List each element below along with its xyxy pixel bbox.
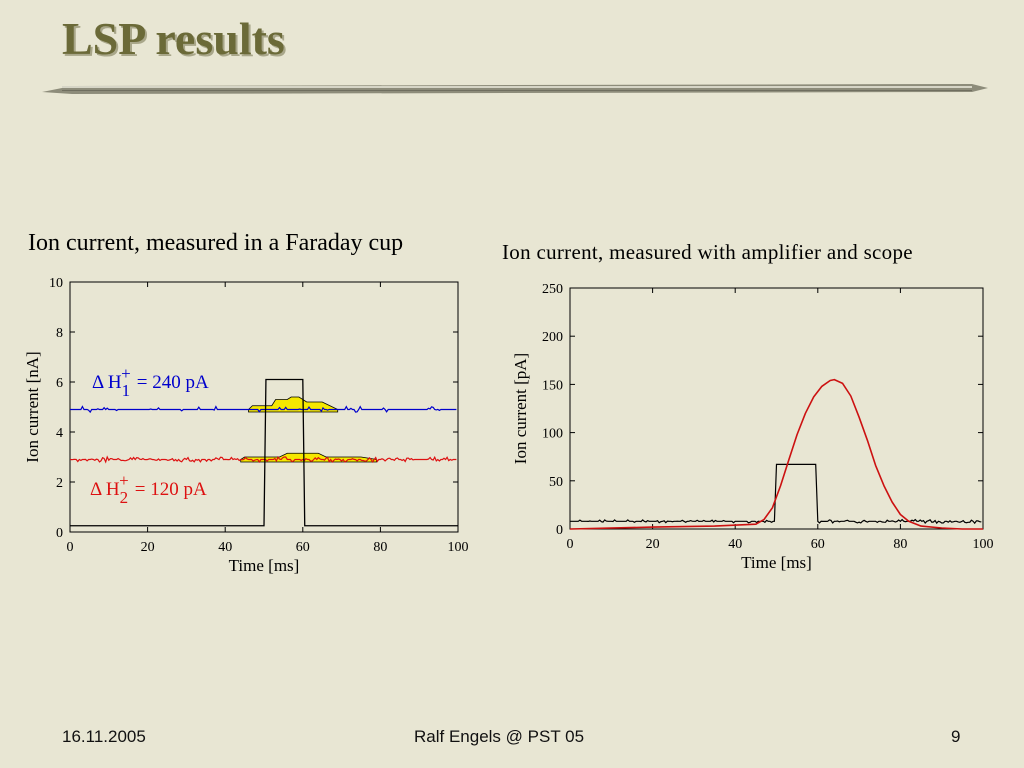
series-line-h1 [70, 405, 457, 414]
y-tick-label: 2 [56, 476, 63, 491]
y-tick-label: 100 [542, 427, 563, 442]
footer-date: 16.11.2005 [62, 727, 146, 746]
x-tick-label: 100 [973, 537, 994, 552]
chart-faraday-cup-plot: 0 20 40 60 80 100 0 2 4 6 8 10 Time [ms] Ion current … [23, 276, 469, 575]
x-tick-label: 60 [296, 540, 310, 555]
y-tick-label: 200 [542, 330, 563, 345]
series-line-signal [569, 378, 983, 530]
x-axis-label: Time [ms] [229, 556, 300, 575]
y-axis-label: Ion current [nA] [23, 351, 42, 462]
x-tick-label: 20 [646, 537, 660, 552]
annotation-text: Δ H2+ = 120 pA [90, 471, 207, 507]
x-tick-label: 0 [67, 540, 74, 555]
y-tick-label: 0 [556, 523, 563, 538]
y-tick-label: 10 [49, 276, 63, 291]
annotation-h1: Δ H1+ = 240 pA [92, 364, 209, 400]
plot-frame [569, 287, 984, 530]
x-tick-label: 80 [373, 540, 387, 555]
series-line-gate [70, 378, 458, 527]
y-tick-label: 50 [549, 475, 563, 490]
plot-frame [69, 281, 459, 533]
x-tick-label: 40 [218, 540, 232, 555]
x-axis-label: Time [ms] [741, 553, 812, 572]
y-tick-label: 150 [542, 378, 563, 393]
x-tick-label: 40 [728, 537, 742, 552]
series-line-h2 [69, 455, 457, 464]
y-tick-label: 0 [56, 526, 63, 541]
title-divider [42, 84, 988, 94]
y-tick-label: 4 [56, 426, 63, 441]
x-tick-label: 0 [567, 537, 574, 552]
x-tick-label: 20 [141, 540, 155, 555]
x-tick-label: 100 [448, 540, 469, 555]
annotation-h2: Δ H2+ = 120 pA [90, 471, 207, 507]
footer-page-number: 9 [951, 727, 961, 746]
y-tick-label: 250 [542, 282, 563, 297]
x-tick-label: 80 [893, 537, 907, 552]
y-tick-label: 8 [56, 326, 63, 341]
x-tick-label: 60 [811, 537, 825, 552]
y-tick-label: 6 [56, 376, 63, 391]
chart-amplifier-scope-plot: 0 20 40 60 80 100 0 50 100 150 200 250 Time [ms] Ion … [511, 282, 994, 572]
signal-fill-h1 [248, 396, 339, 413]
slide-title: LSP results [62, 13, 285, 64]
chart-title: Ion current, measured with amplifier and… [502, 240, 913, 264]
chart-title: Ion current, measured in a Faraday cup [28, 230, 404, 256]
annotation-text: Δ H1+ = 240 pA [92, 364, 209, 400]
footer-author: Ralf Engels @ PST 05 [414, 727, 585, 746]
series-line-gate [570, 463, 982, 525]
y-axis-label: Ion current [pA] [511, 353, 530, 464]
